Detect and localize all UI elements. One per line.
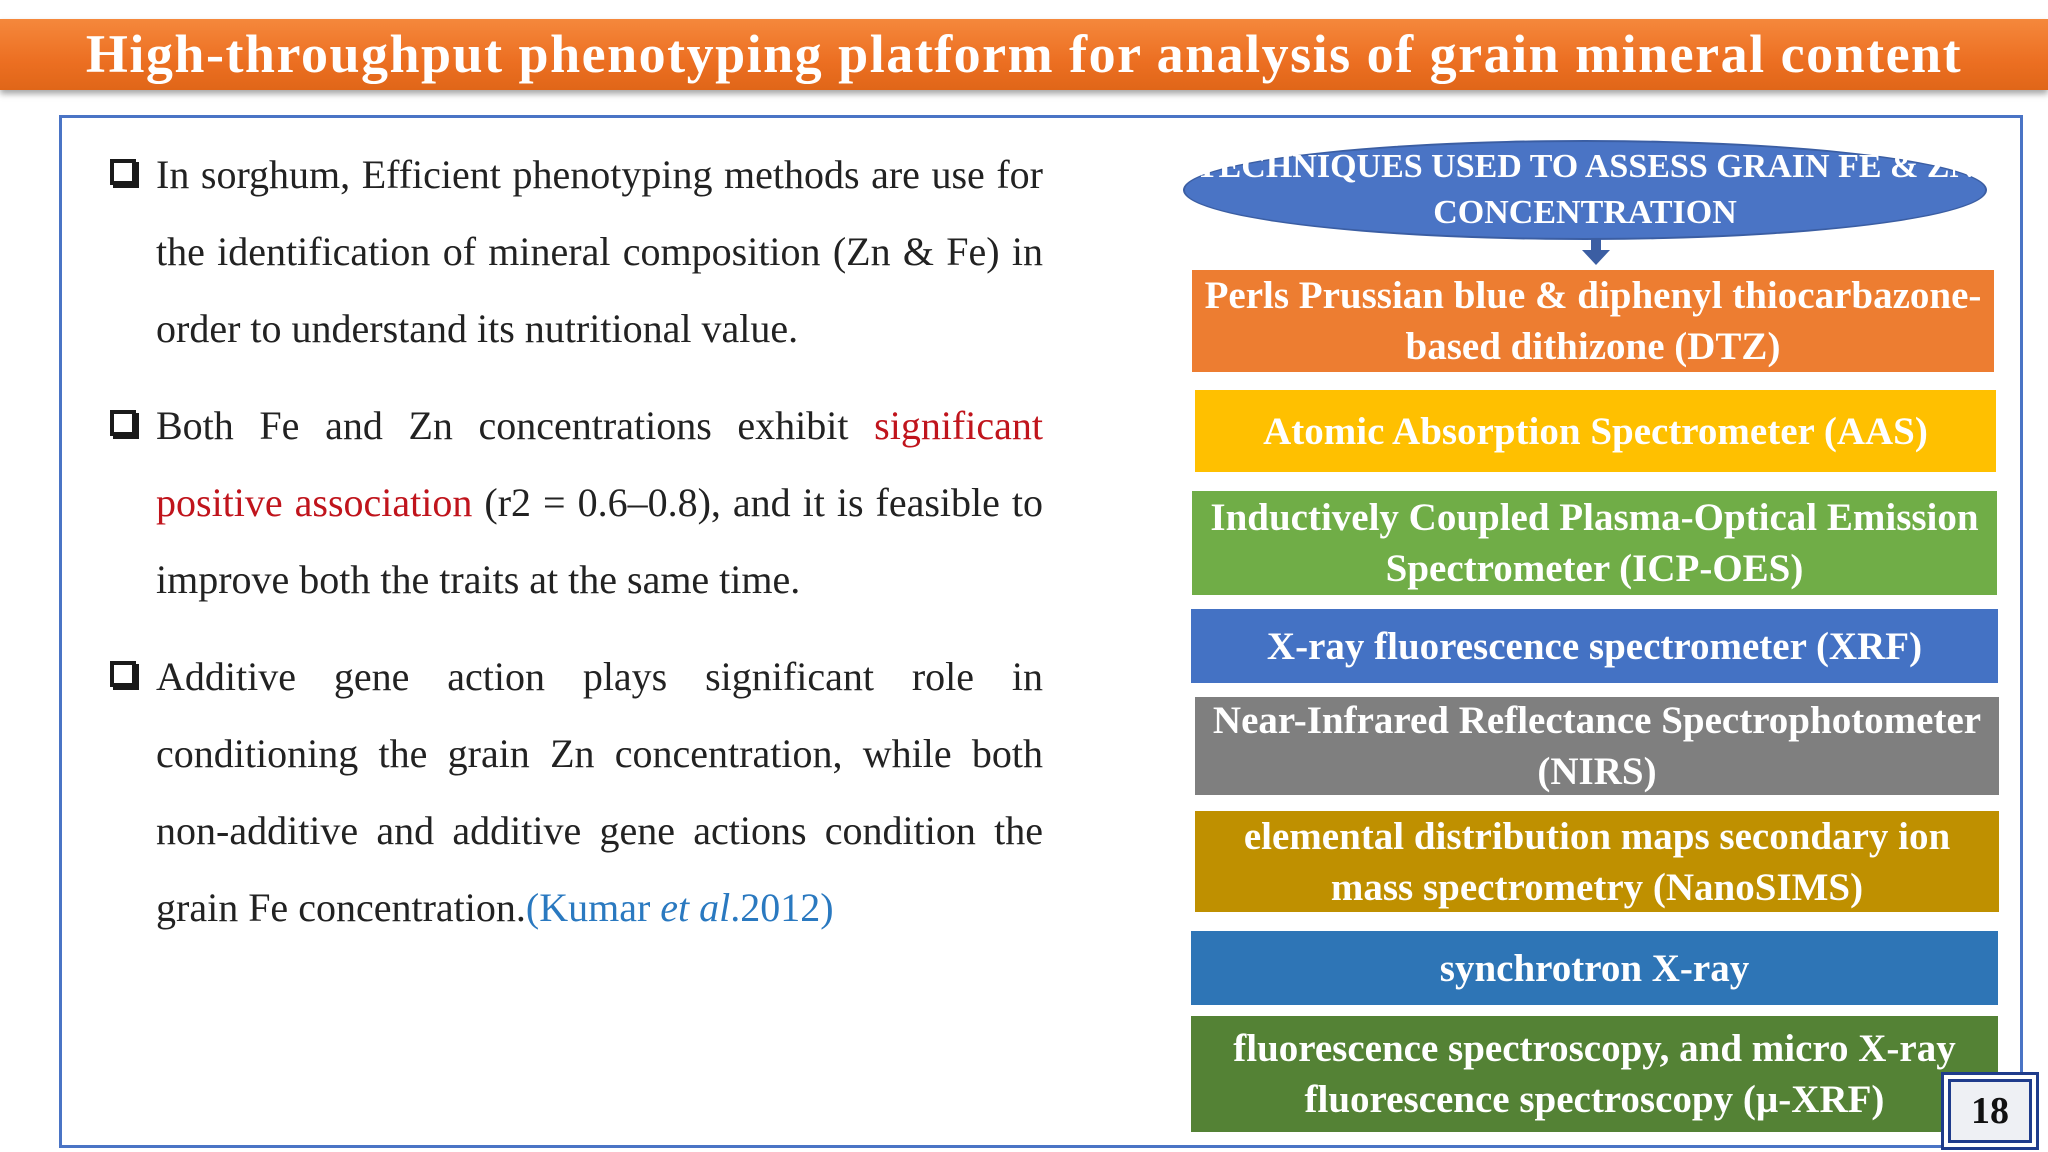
bullet-list: In sorghum, Efficient phenotyping method… xyxy=(108,136,1043,966)
technique-box-xrf: X-ray fluorescence spectrometer (XRF) xyxy=(1191,609,1998,683)
checkbox-bullet-icon xyxy=(110,410,136,436)
techniques-header-text: TECHNIQUES USED TO ASSESS GRAIN FE & ZN … xyxy=(1195,148,1975,231)
down-arrow-head-icon xyxy=(1582,250,1610,265)
bullet-text: Both Fe and Zn concentrations exhibit xyxy=(156,403,875,448)
slide-title: High-throughput phenotyping platform for… xyxy=(85,24,1963,84)
technique-box-icp-oes: Inductively Coupled Plasma-Optical Emiss… xyxy=(1192,491,1997,595)
technique-box-nanosims: elemental distribution maps secondary io… xyxy=(1195,811,1999,912)
technique-box-nirs: Near-Infrared Reflectance Spectrophotome… xyxy=(1195,697,1999,795)
techniques-header: TECHNIQUES USED TO ASSESS GRAIN FE & ZN … xyxy=(1183,140,1987,240)
citation: (Kumar et al.2012) xyxy=(525,885,834,930)
checkbox-bullet-icon xyxy=(110,159,136,185)
technique-box-synchrotron: synchrotron X-ray xyxy=(1191,931,1998,1005)
bullet-item: In sorghum, Efficient phenotyping method… xyxy=(108,136,1043,367)
technique-box-dtz: Perls Prussian blue & diphenyl thiocarba… xyxy=(1192,270,1994,372)
bullet-text: (r2 = 0.6–0.8), and it is feasible to im… xyxy=(156,480,1043,602)
technique-box-micro-xrf: fluorescence spectroscopy, and micro X-r… xyxy=(1191,1016,1998,1132)
highlight-text: significant positive association xyxy=(156,403,1043,525)
checkbox-bullet-icon xyxy=(110,661,136,687)
bullet-item: Both Fe and Zn concentrations exhibit si… xyxy=(108,387,1043,618)
bullet-item: Additive gene action plays significant r… xyxy=(108,638,1043,946)
technique-box-aas: Atomic Absorption Spectrometer (AAS) xyxy=(1195,390,1996,472)
bullet-text: In sorghum, Efficient phenotyping method… xyxy=(156,152,1043,351)
content-frame xyxy=(59,115,2023,1148)
down-arrow-icon xyxy=(1591,238,1601,250)
bullet-text: Additive gene action plays significant r… xyxy=(156,654,1043,930)
title-banner: High-throughput phenotyping platform for… xyxy=(0,19,2048,90)
page-number: 18 xyxy=(1941,1072,2039,1150)
